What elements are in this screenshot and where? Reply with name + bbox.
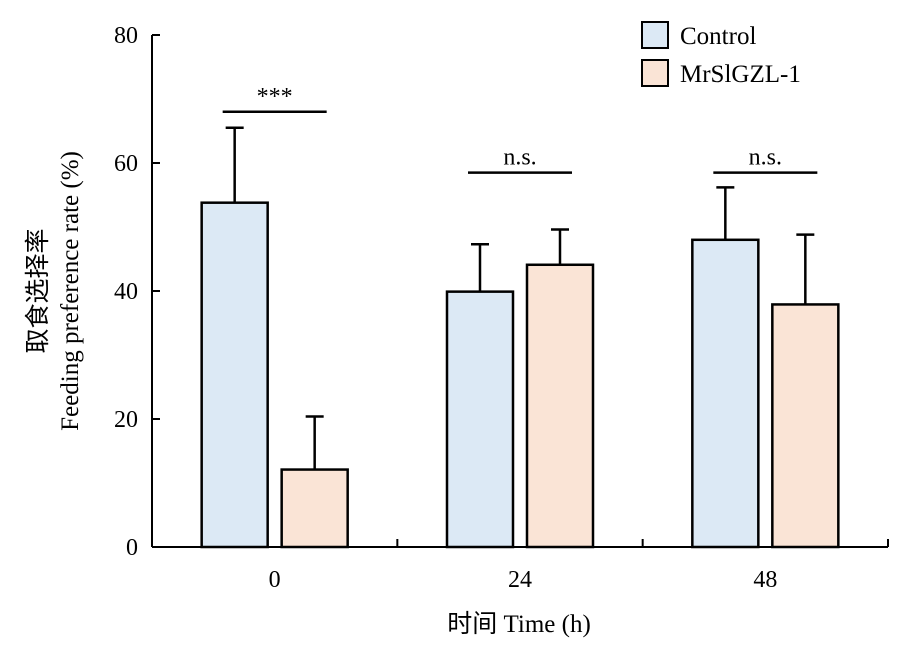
bar xyxy=(280,468,349,549)
significance-label: n.s. xyxy=(503,145,536,171)
legend-label: Control xyxy=(680,23,756,50)
bar xyxy=(771,303,840,549)
legend-swatch xyxy=(641,21,669,49)
y-axis-title: Feeding preference rate (%) xyxy=(57,151,84,431)
error-bars xyxy=(225,126,815,470)
significance-label: *** xyxy=(257,84,293,110)
y-tick-label: 0 xyxy=(126,535,138,561)
bar xyxy=(200,201,269,549)
y-tick-label: 80 xyxy=(114,23,138,49)
y-tick-label: 20 xyxy=(114,407,138,433)
y-tick-label: 60 xyxy=(114,151,138,177)
significance-label: n.s. xyxy=(749,145,782,171)
legend: Control MrSlGZL-1 xyxy=(641,21,801,88)
bar xyxy=(445,290,515,549)
x-tick-label: 0 xyxy=(269,567,281,593)
significance-annotations: *** n.s. n.s. xyxy=(222,84,818,174)
bars xyxy=(200,201,840,549)
y-tick-label: 40 xyxy=(114,279,138,305)
legend-label: MrSlGZL-1 xyxy=(680,61,801,88)
x-tick-label: 48 xyxy=(753,567,777,593)
bar xyxy=(691,238,760,549)
axes: 0 20 40 60 80 0 24 48 xyxy=(114,23,889,593)
x-tick-label: 24 xyxy=(508,567,532,593)
legend-swatch xyxy=(641,59,669,87)
y-axis-title-cn: 取食选择率 xyxy=(24,228,52,353)
x-axis-title: 时间 Time (h) xyxy=(447,610,591,638)
bar xyxy=(525,263,595,549)
